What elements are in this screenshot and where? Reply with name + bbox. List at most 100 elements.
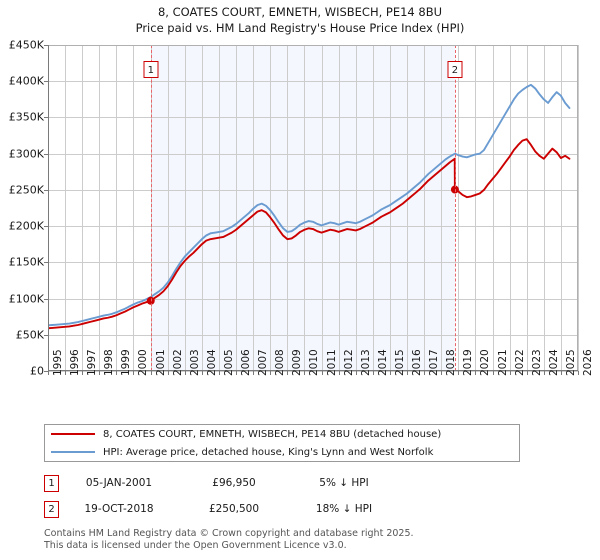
- transaction-date-2: 19-OCT-2018: [84, 503, 154, 515]
- x-axis-tick: [116, 371, 118, 375]
- table-row[interactable]: 1 05-JAN-2001 £96,950 5% ↓ HPI: [44, 470, 444, 496]
- gridline-vertical: [578, 45, 579, 371]
- x-axis-tick-label: 1999: [120, 349, 133, 376]
- x-axis-tick-label: 2017: [428, 349, 441, 376]
- x-axis-tick: [407, 371, 409, 375]
- legend-label-property: 8, COATES COURT, EMNETH, WISBECH, PE14 8…: [103, 428, 442, 440]
- gridline-vertical: [560, 45, 562, 371]
- x-axis-tick-label: 2011: [325, 349, 338, 376]
- y-axis-tick-label: £200K: [8, 219, 44, 233]
- x-axis-tick-label: 2022: [513, 349, 526, 376]
- gridline-horizontal: [48, 334, 578, 336]
- gridline-horizontal: [48, 189, 578, 191]
- x-axis-tick: [578, 371, 579, 375]
- gridline-vertical: [236, 45, 238, 371]
- series-line: [48, 83, 571, 327]
- x-axis-tick: [355, 371, 357, 375]
- x-axis-tick: [424, 371, 426, 375]
- gridline-vertical: [475, 45, 477, 371]
- x-axis-tick: [304, 371, 306, 375]
- table-row[interactable]: 2 19-OCT-2018 £250,500 18% ↓ HPI: [44, 496, 444, 522]
- x-axis-tick: [441, 371, 443, 375]
- y-axis-tick-label: £250K: [8, 183, 44, 197]
- y-axis-tick-label: £450K: [8, 38, 44, 52]
- x-axis-tick: [201, 371, 203, 375]
- gridline-vertical: [543, 45, 545, 371]
- gridline-horizontal: [48, 81, 578, 83]
- gridline-vertical: [304, 45, 306, 371]
- x-axis-tick: [389, 371, 391, 375]
- legend-label-hpi: HPI: Average price, detached house, King…: [103, 446, 434, 458]
- gridline-vertical: [167, 45, 169, 371]
- gridline-vertical: [492, 45, 494, 371]
- x-axis-tick-label: 2002: [171, 349, 184, 376]
- chart-legend: 8, COATES COURT, EMNETH, WISBECH, PE14 8…: [44, 424, 520, 462]
- legend-item-hpi: HPI: Average price, detached house, King…: [45, 443, 519, 461]
- gridline-vertical: [201, 45, 203, 371]
- gridline-vertical: [82, 45, 84, 371]
- x-axis-tick: [236, 371, 238, 375]
- event-vertical-line: [150, 45, 152, 371]
- x-axis-tick-label: 2020: [479, 349, 492, 376]
- event-number-badge[interactable]: 2: [447, 61, 463, 78]
- gridline-vertical: [287, 45, 289, 371]
- x-axis-tick-label: 2016: [411, 349, 424, 376]
- legend-item-property: 8, COATES COURT, EMNETH, WISBECH, PE14 8…: [45, 425, 519, 443]
- x-axis-tick: [338, 371, 340, 375]
- transaction-hpi-delta-1: 5% ↓ HPI: [319, 477, 369, 489]
- x-axis-tick-label: 2012: [342, 349, 355, 376]
- legend-swatch-property: [51, 433, 95, 435]
- y-axis-tick: [44, 81, 48, 83]
- x-axis-tick-label: 2006: [240, 349, 253, 376]
- transaction-list: 1 05-JAN-2001 £96,950 5% ↓ HPI 2 19-OCT-…: [44, 470, 444, 522]
- event-vertical-line: [454, 45, 456, 371]
- x-axis-tick: [184, 371, 186, 375]
- y-axis-tick: [44, 45, 48, 46]
- x-axis-tick: [492, 371, 494, 375]
- x-axis-tick: [509, 371, 511, 375]
- x-axis-tick: [150, 371, 152, 375]
- x-axis-tick: [99, 371, 101, 375]
- gridline-vertical: [116, 45, 118, 371]
- transaction-price-2: £250,500: [208, 503, 260, 515]
- x-axis-tick: [82, 371, 84, 375]
- x-axis-tick-label: 2008: [274, 349, 287, 376]
- series-line: [48, 138, 571, 330]
- x-axis-tick: [372, 371, 374, 375]
- x-axis-tick-label: 2004: [205, 349, 218, 376]
- gridline-horizontal: [48, 226, 578, 228]
- gridline-horizontal: [48, 298, 578, 300]
- gridline-vertical: [321, 45, 323, 371]
- x-axis-tick: [218, 371, 220, 375]
- x-axis-tick-label: 2019: [462, 349, 475, 376]
- gridline-vertical: [372, 45, 374, 371]
- x-axis-tick: [560, 371, 562, 375]
- gridline-vertical: [441, 45, 443, 371]
- x-axis-tick: [167, 371, 169, 375]
- x-axis-tick-label: 1995: [52, 349, 64, 376]
- gridline-vertical: [99, 45, 101, 371]
- x-axis-tick-label: 1997: [86, 349, 99, 376]
- transaction-marker-2: 2: [44, 500, 59, 518]
- event-number-badge[interactable]: 1: [143, 61, 159, 78]
- x-axis-tick-label: 2005: [222, 349, 235, 376]
- y-axis-tick-label: £150K: [8, 255, 44, 269]
- transaction-hpi-delta-2: 18% ↓ HPI: [315, 503, 373, 515]
- x-axis-tick-label: 2007: [257, 349, 270, 376]
- chart-title: 8, COATES COURT, EMNETH, WISBECH, PE14 8…: [157, 5, 443, 19]
- x-axis-tick: [48, 371, 49, 375]
- gridline-vertical: [184, 45, 186, 371]
- x-axis-tick-label: 2023: [530, 349, 543, 376]
- x-axis-tick: [270, 371, 272, 375]
- legend-swatch-hpi: [51, 451, 95, 453]
- x-axis-tick-label: 2000: [137, 349, 150, 376]
- y-axis-tick: [44, 189, 48, 191]
- y-axis-tick-label: £350K: [8, 110, 44, 124]
- y-axis-tick: [44, 153, 48, 155]
- x-axis-tick: [287, 371, 289, 375]
- x-axis-tick-label: 2024: [547, 349, 560, 376]
- x-axis-tick-label: 2003: [188, 349, 201, 376]
- x-axis-tick: [133, 371, 135, 375]
